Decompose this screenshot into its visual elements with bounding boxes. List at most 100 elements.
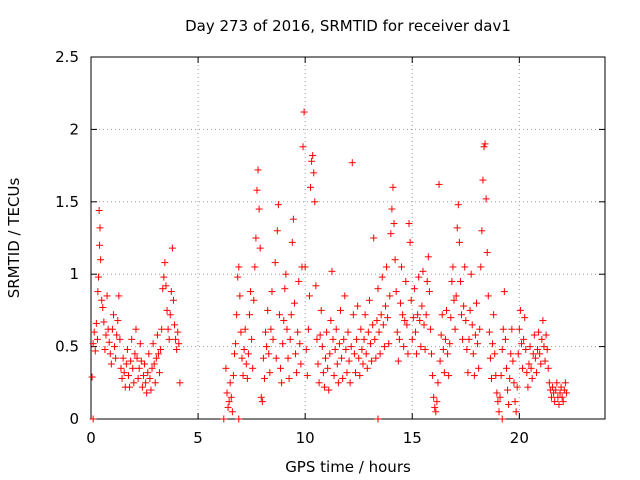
data-point [445,372,453,380]
data-point [505,401,513,409]
data-point [332,325,340,333]
data-point [335,340,343,348]
data-point [383,263,391,271]
data-point [491,350,499,358]
data-point [290,299,298,307]
data-point [422,311,430,319]
data-point [476,325,484,333]
data-point [339,374,347,382]
data-point [248,335,256,343]
data-point [482,195,490,203]
y-axis-title: SRMTID / TECUs [5,178,23,299]
data-point [451,325,459,333]
data-point [436,357,444,365]
data-point [408,335,416,343]
data-point [93,335,101,343]
data-point [418,302,426,310]
data-point [362,350,370,358]
y-tick-label: 1 [69,265,79,283]
data-point [118,374,126,382]
data-point [245,311,253,319]
data-point [351,369,359,377]
data-point [355,354,363,362]
data-point [540,343,548,351]
data-point [390,220,398,228]
data-point [273,227,281,235]
data-point [331,345,339,353]
data-point [165,335,173,343]
data-point [506,374,514,382]
data-point [474,340,482,348]
data-point [323,328,331,336]
data-point [97,256,105,264]
data-point [128,335,136,343]
data-point [303,372,311,380]
data-point [420,321,428,329]
data-point [173,345,181,353]
data-point [141,360,149,368]
data-point [102,331,110,339]
data-point [297,360,305,368]
data-point [484,292,492,300]
data-point [450,296,458,304]
data-point [251,263,259,271]
data-point [301,263,309,271]
data-point [324,364,332,372]
data-point [92,319,100,327]
data-point [429,372,437,380]
data-point [308,157,316,165]
data-point [131,350,139,358]
data-point [287,311,295,319]
data-point [113,331,121,339]
data-point [556,389,564,397]
data-point [480,143,488,151]
data-point [318,343,326,351]
data-point [264,306,272,314]
data-point [513,383,521,391]
data-point [247,288,255,296]
data-point [414,311,422,319]
data-point [432,408,440,416]
data-point [334,379,342,387]
data-point [305,292,313,300]
data-point [370,234,378,242]
data-point [96,224,104,232]
data-point [354,302,362,310]
data-point [126,383,134,391]
data-point [531,354,539,362]
data-point [262,328,270,336]
data-point [240,345,248,353]
data-point [98,296,106,304]
data-point [300,108,308,116]
data-point [90,328,98,336]
data-point [525,360,533,368]
data-point [444,350,452,358]
data-point [459,335,467,343]
data-point [94,288,102,296]
data-point [529,350,537,358]
data-point [157,345,165,353]
data-point [116,335,124,343]
data-point [511,398,519,406]
data-point [369,321,377,329]
data-point [372,354,380,362]
tick-labels: 0 5 10 15 20 0 0.5 1 1.5 2 2.5 [55,48,529,447]
data-point [515,325,523,333]
data-point [341,292,349,300]
data-point [89,340,97,348]
data-point [342,345,350,353]
chart-title: Day 273 of 2016, SRMTID for receiver dav… [185,17,511,35]
data-point [403,321,411,329]
data-point [274,201,282,209]
data-point [464,369,472,377]
data-point [244,350,252,358]
data-point [161,259,169,267]
data-point [434,379,442,387]
data-point [447,314,455,322]
data-point [242,360,250,368]
data-point [147,386,155,394]
data-point [311,198,319,206]
data-point [486,354,494,362]
y-tick-label: 0 [69,410,79,428]
data-point [225,398,233,406]
